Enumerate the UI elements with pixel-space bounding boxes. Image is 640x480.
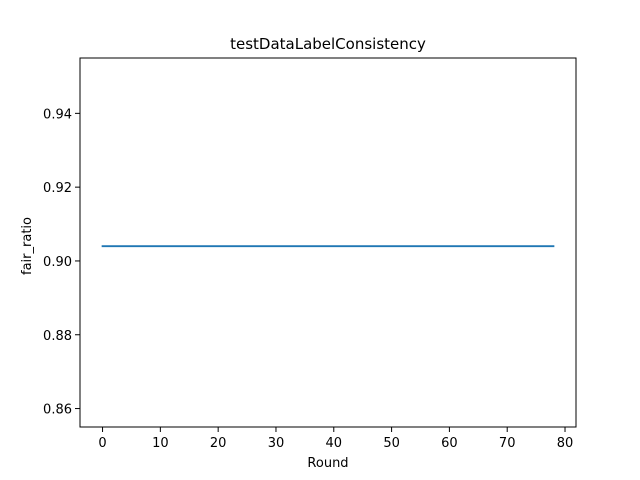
y-tick-label: 0.88 <box>43 329 72 344</box>
plot-frame <box>79 57 577 428</box>
x-tick-label: 10 <box>152 436 169 451</box>
x-tick-label: 50 <box>383 436 400 451</box>
x-tick-label: 20 <box>210 436 227 451</box>
chart-title: testDataLabelConsistency <box>230 35 426 53</box>
x-tick-label: 40 <box>326 436 343 451</box>
x-tick-label: 0 <box>98 436 106 451</box>
y-tick-label: 0.94 <box>43 107 72 122</box>
y-tick-label: 0.92 <box>43 181 72 196</box>
x-tick-label: 80 <box>557 436 574 451</box>
plot-area: 0 10 20 30 40 50 60 70 80 0.86 0.88 0.90 0.92 0.94 <box>43 57 577 451</box>
x-axis-label: Round <box>307 456 348 471</box>
y-tick-label: 0.86 <box>43 403 72 418</box>
y-axis-label: fair_ratio <box>20 217 35 275</box>
x-tick-label: 70 <box>499 436 516 451</box>
y-tick-label: 0.90 <box>43 255 72 270</box>
x-tick-label: 30 <box>268 436 285 451</box>
x-tick-label: 60 <box>441 436 458 451</box>
